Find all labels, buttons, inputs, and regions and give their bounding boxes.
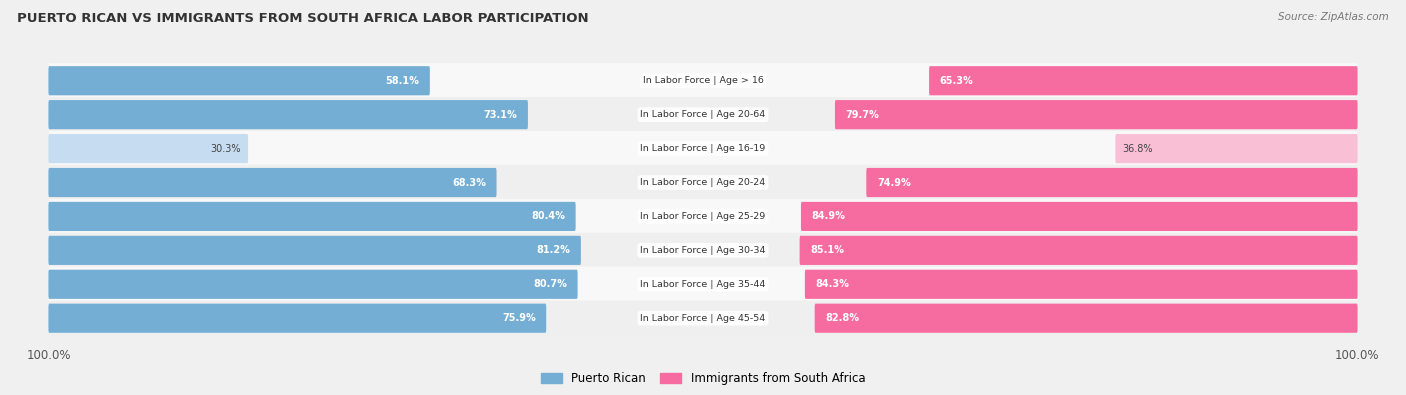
FancyBboxPatch shape (48, 100, 527, 129)
Text: 36.8%: 36.8% (1123, 144, 1153, 154)
FancyBboxPatch shape (801, 202, 1358, 231)
FancyBboxPatch shape (48, 134, 247, 163)
Text: 82.8%: 82.8% (825, 313, 859, 323)
FancyBboxPatch shape (929, 66, 1358, 95)
FancyBboxPatch shape (866, 168, 1358, 197)
FancyBboxPatch shape (804, 270, 1358, 299)
FancyBboxPatch shape (46, 301, 1360, 336)
FancyBboxPatch shape (46, 199, 1360, 234)
FancyBboxPatch shape (46, 165, 1360, 200)
FancyBboxPatch shape (46, 131, 1360, 166)
Legend: Puerto Rican, Immigrants from South Africa: Puerto Rican, Immigrants from South Afri… (536, 367, 870, 389)
FancyBboxPatch shape (814, 304, 1358, 333)
Text: 65.3%: 65.3% (939, 76, 973, 86)
Text: 81.2%: 81.2% (537, 245, 571, 255)
FancyBboxPatch shape (48, 270, 578, 299)
FancyBboxPatch shape (46, 63, 1360, 98)
FancyBboxPatch shape (46, 97, 1360, 132)
FancyBboxPatch shape (48, 202, 575, 231)
Text: In Labor Force | Age 25-29: In Labor Force | Age 25-29 (640, 212, 766, 221)
FancyBboxPatch shape (48, 304, 546, 333)
FancyBboxPatch shape (800, 236, 1358, 265)
Text: 84.9%: 84.9% (811, 211, 845, 222)
Text: 84.3%: 84.3% (815, 279, 849, 289)
Text: 30.3%: 30.3% (211, 144, 240, 154)
Text: 79.7%: 79.7% (845, 110, 879, 120)
Text: 58.1%: 58.1% (385, 76, 419, 86)
FancyBboxPatch shape (46, 233, 1360, 268)
Text: 85.1%: 85.1% (810, 245, 844, 255)
Text: In Labor Force | Age 20-24: In Labor Force | Age 20-24 (640, 178, 766, 187)
Text: In Labor Force | Age 35-44: In Labor Force | Age 35-44 (640, 280, 766, 289)
Text: 80.7%: 80.7% (533, 279, 567, 289)
Text: In Labor Force | Age 20-64: In Labor Force | Age 20-64 (640, 110, 766, 119)
Text: 80.4%: 80.4% (531, 211, 565, 222)
FancyBboxPatch shape (48, 168, 496, 197)
Text: 75.9%: 75.9% (502, 313, 536, 323)
FancyBboxPatch shape (48, 66, 430, 95)
FancyBboxPatch shape (1115, 134, 1358, 163)
Text: PUERTO RICAN VS IMMIGRANTS FROM SOUTH AFRICA LABOR PARTICIPATION: PUERTO RICAN VS IMMIGRANTS FROM SOUTH AF… (17, 12, 589, 25)
Text: 68.3%: 68.3% (453, 177, 486, 188)
Text: In Labor Force | Age 30-34: In Labor Force | Age 30-34 (640, 246, 766, 255)
Text: 74.9%: 74.9% (877, 177, 911, 188)
Text: 73.1%: 73.1% (484, 110, 517, 120)
Text: In Labor Force | Age 16-19: In Labor Force | Age 16-19 (640, 144, 766, 153)
FancyBboxPatch shape (835, 100, 1358, 129)
Text: Source: ZipAtlas.com: Source: ZipAtlas.com (1278, 12, 1389, 22)
Text: In Labor Force | Age 45-54: In Labor Force | Age 45-54 (640, 314, 766, 323)
FancyBboxPatch shape (46, 267, 1360, 302)
Text: In Labor Force | Age > 16: In Labor Force | Age > 16 (643, 76, 763, 85)
FancyBboxPatch shape (48, 236, 581, 265)
